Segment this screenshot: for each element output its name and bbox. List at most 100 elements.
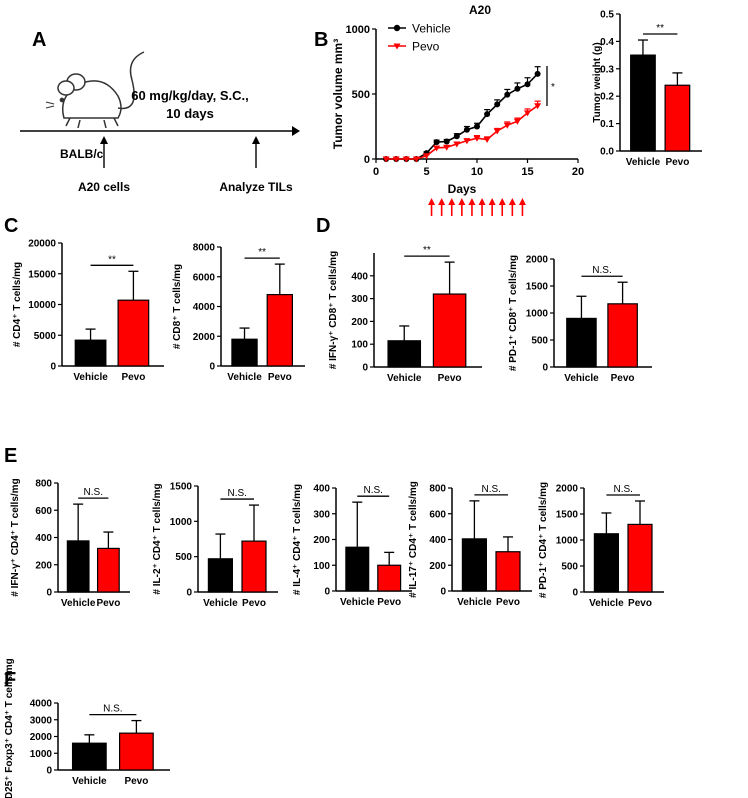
y-tick-label: 3000 xyxy=(30,715,53,726)
bar-vehicle xyxy=(387,340,422,368)
bar-pevo xyxy=(241,540,267,593)
y-tick-label: 2000 xyxy=(193,332,216,343)
data-point-vehicle xyxy=(474,123,480,130)
x-tick-label: Vehicle xyxy=(626,157,661,168)
panel-letter-f: F xyxy=(4,669,16,691)
tumor-weight-chart: 0.0 0.1 0.2 0.3 0.4 0.5 Tumor weight (g) Vehicl… xyxy=(592,10,702,168)
dosing-arrowhead xyxy=(478,198,486,205)
y-tick-label: 400 xyxy=(313,484,330,495)
x-tick-label: Pevo xyxy=(665,157,689,168)
y-axis-label: # IFN-γ⁺ CD4⁺ T cells/mg xyxy=(10,478,21,596)
y-tick-label: 400 xyxy=(351,271,368,282)
significance-label: N.S. xyxy=(364,485,383,496)
data-point-vehicle xyxy=(443,138,450,145)
data-point-pevo xyxy=(412,156,420,163)
pd1-cd8-chart: 0 500 1000 1500 2000 # PD-1⁺ CD8⁺ T cells/mg V… xyxy=(508,255,652,384)
x-tick-label: 15 xyxy=(521,166,533,178)
y-tick-label: 300 xyxy=(313,509,330,520)
data-point-vehicle xyxy=(524,81,531,88)
data-point-pevo xyxy=(503,122,511,129)
y-tick-label: 4000 xyxy=(30,699,53,710)
y-tick-label: 600 xyxy=(429,509,446,520)
y-axis-label: # IL-2⁺ CD4⁺ T cells/mg xyxy=(152,483,163,594)
y-axis-label: # IL-17⁺ CD4⁺ T cells/mg xyxy=(408,481,419,598)
bar-vehicle xyxy=(461,538,487,592)
dosing-arrowhead xyxy=(468,198,476,205)
bar-vehicle xyxy=(207,558,233,593)
x-tick-label: Pevo xyxy=(438,373,462,384)
dosing-arrowhead xyxy=(508,198,516,205)
bar-pevo xyxy=(432,293,467,368)
y-tick-label: 800 xyxy=(35,479,52,490)
il2-cd4-chart: 0 500 1000 1500 # IL-2⁺ CD4⁺ T cells/mg Vehic… xyxy=(152,482,278,609)
y-tick-label: 4000 xyxy=(193,302,216,313)
y-tick-label: 0.0 xyxy=(600,147,614,158)
dosing-arrowhead xyxy=(498,198,506,205)
significance-label: ** xyxy=(258,247,266,258)
x-axis-label: Days xyxy=(448,182,477,196)
y-tick-label: 1500 xyxy=(556,510,579,521)
y-tick-label: 0 xyxy=(542,363,548,374)
significance-label: ** xyxy=(656,23,664,34)
data-point-pevo xyxy=(402,156,410,163)
data-point-pevo xyxy=(483,137,491,143)
significance-label: N.S. xyxy=(613,484,632,495)
y-tick-label: 1000 xyxy=(556,536,579,547)
step-a20-cells: A20 cells xyxy=(78,180,130,194)
data-point-vehicle xyxy=(514,85,521,92)
legend-label: Pevo xyxy=(412,40,440,54)
significance-label: N.S. xyxy=(592,265,611,276)
x-tick-label: Pevo xyxy=(377,597,401,608)
data-point-pevo xyxy=(433,145,441,152)
legend-label: Vehicle xyxy=(412,22,451,36)
analysis-arrowhead xyxy=(252,136,260,144)
y-tick-label: 0 xyxy=(324,587,330,598)
cd4-chart: 0 5000 10000 15000 20000 # CD4⁺ T cells/mg Veh… xyxy=(12,239,164,383)
dose-label-2: 10 days xyxy=(166,106,214,121)
significance-label: N.S. xyxy=(84,487,103,498)
y-tick-label: 1000 xyxy=(526,309,549,320)
data-point-pevo xyxy=(493,128,501,135)
data-point-vehicle xyxy=(534,70,541,77)
panel-letter-e: E xyxy=(4,445,17,467)
dosing-arrowhead xyxy=(488,198,496,205)
y-axis-label: # IL-4⁺ CD4⁺ T cells/mg xyxy=(292,484,303,595)
y-tick-label: 400 xyxy=(429,535,446,546)
dosing-arrowhead xyxy=(438,198,446,205)
y-axis-label: Tumor volume mm³ xyxy=(331,39,345,149)
data-point-vehicle xyxy=(504,91,511,98)
bar-pevo xyxy=(266,294,294,367)
data-point-pevo xyxy=(513,118,521,125)
panel-letter-d: D xyxy=(316,215,330,237)
y-tick-label: 10000 xyxy=(28,300,56,311)
treg-chart: 0 1000 2000 3000 4000 # CD25⁺ Foxp3⁺ CD4⁺ T c… xyxy=(4,658,170,798)
bar-pevo xyxy=(118,732,154,771)
x-tick-label: 10 xyxy=(471,166,483,178)
y-axis-label: Tumor weight (g) xyxy=(592,42,603,122)
x-tick-label: Vehicle xyxy=(457,597,492,608)
y-tick-label: 1500 xyxy=(526,282,549,293)
panel-letter-c: C xyxy=(4,215,18,237)
data-point-pevo xyxy=(524,110,531,117)
series-line-pevo xyxy=(386,105,539,160)
y-tick-label: 20000 xyxy=(28,239,56,250)
x-tick-label: Pevo xyxy=(611,373,635,384)
x-tick-label: Pevo xyxy=(96,598,120,609)
x-tick-label: Vehicle xyxy=(564,373,599,384)
significance-label: * xyxy=(551,82,555,93)
y-tick-label: 0 xyxy=(186,588,192,599)
ifng-cd8-chart: 0 100 200 300 400 # IFN-γ⁺ CD8⁺ T cells/mg Veh… xyxy=(328,245,482,384)
y-tick-label: 600 xyxy=(35,506,52,517)
x-tick-label: Vehicle xyxy=(203,598,238,609)
y-axis-label: # IFN-γ⁺ CD8⁺ T cells/mg xyxy=(328,251,339,369)
data-point-vehicle xyxy=(494,101,501,108)
il17-cd4-chart: 0 200 400 600 800 # IL-17⁺ CD4⁺ T cells/mg Veh… xyxy=(408,481,532,608)
bar-vehicle xyxy=(566,317,597,368)
x-tick-label: 0 xyxy=(373,166,379,178)
x-tick-label: Vehicle xyxy=(227,372,262,383)
y-tick-label: 0 xyxy=(364,154,370,166)
dosing-arrowhead xyxy=(458,198,466,205)
y-axis-label: # CD25⁺ Foxp3⁺ CD4⁺ T cells/mg xyxy=(4,658,15,798)
data-point-vehicle xyxy=(463,126,470,133)
